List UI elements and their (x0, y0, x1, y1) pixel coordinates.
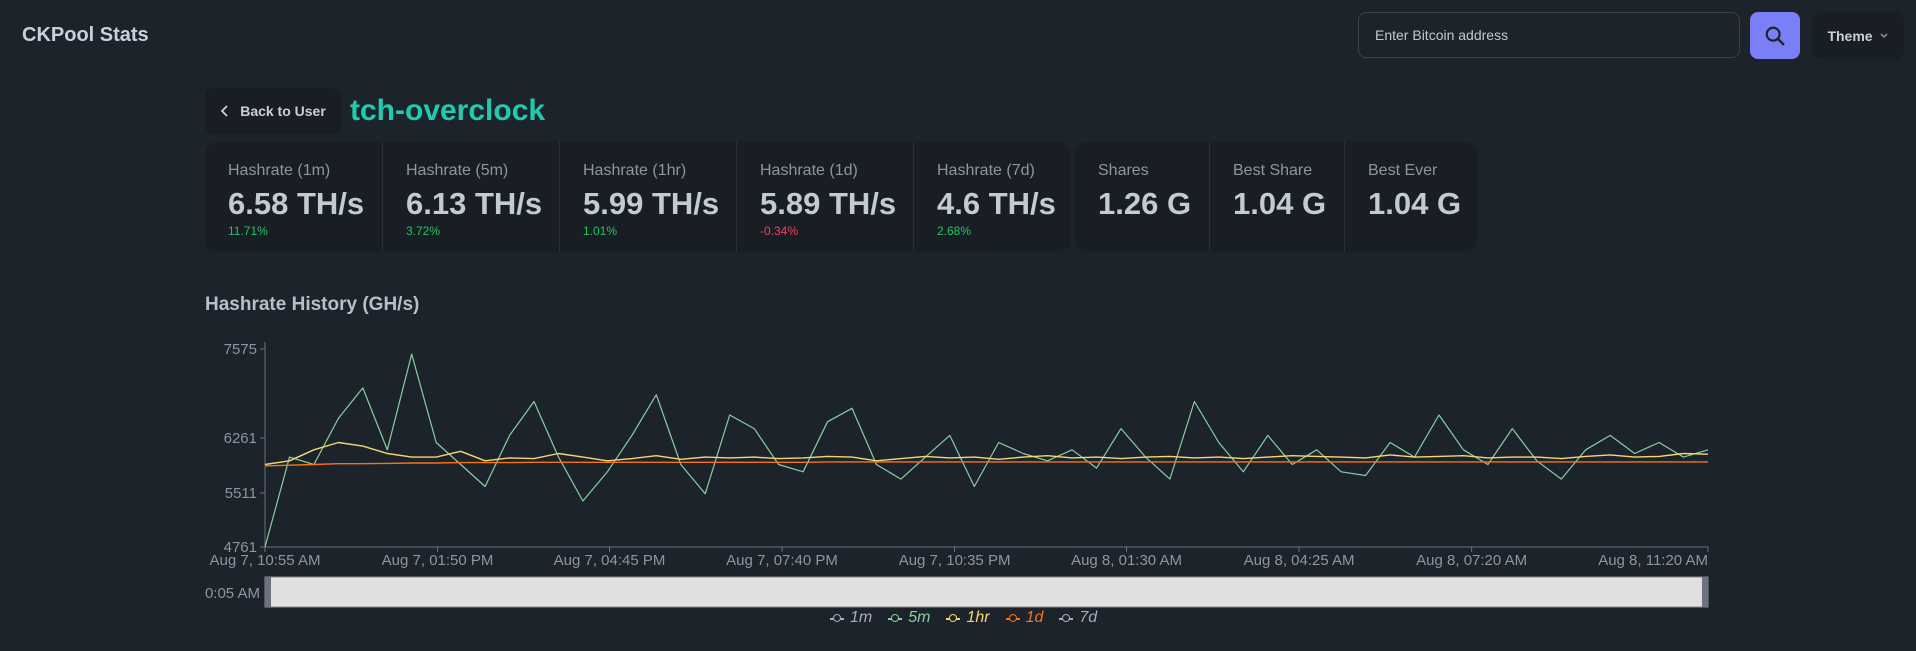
stat-value: 5.89 TH/s (760, 186, 897, 221)
legend-line-icon (1059, 613, 1074, 623)
stat-title: Hashrate (5m) (406, 162, 509, 179)
legend-item-1hr[interactable]: 1hr (946, 609, 990, 627)
worker-name: tch-overclock (350, 94, 546, 127)
stat-hashrate-1m: Hashrate (1m) 6.58 TH/s 11.71% (205, 142, 382, 252)
stat-change: 2.68% (937, 224, 972, 238)
legend-label: 1d (1025, 609, 1044, 626)
series-line-1d (264, 461, 1708, 467)
theme-label: Theme (1827, 27, 1873, 44)
y-tick-label: 7575 (224, 341, 257, 358)
stat-best-share: Best Share 1.04 G (1209, 142, 1344, 252)
legend-item-7d[interactable]: 7d (1059, 609, 1097, 627)
stat-title: Best Share (1233, 162, 1313, 179)
stat-value: 1.04 G (1233, 186, 1327, 221)
stat-change: 1.01% (583, 224, 618, 238)
stat-hashrate-7d: Hashrate (7d) 4.6 TH/s 2.68% (913, 142, 1070, 252)
legend-line-icon (888, 613, 903, 623)
brush[interactable]: 0:05 AM (205, 576, 1709, 608)
brush-label: 0:05 AM (205, 585, 260, 602)
stat-title: Shares (1098, 162, 1149, 179)
theme-dropdown[interactable]: Theme (1812, 12, 1904, 59)
x-tick-label: Aug 7, 04:45 PM (554, 552, 666, 569)
back-to-user-button[interactable]: Back to User (205, 88, 341, 134)
x-tick-label: Aug 7, 01:50 PM (382, 552, 494, 569)
legend-line-icon (946, 613, 961, 623)
stat-best-ever: Best Ever 1.04 G (1344, 142, 1477, 252)
legend-label: 7d (1079, 609, 1098, 626)
stat-hashrate-5m: Hashrate (5m) 6.13 TH/s 3.72% (382, 142, 559, 252)
legend-line-icon (1005, 613, 1020, 623)
navbar: CKPool Stats Theme (0, 0, 1916, 72)
stat-title: Hashrate (1d) (760, 162, 858, 179)
search-icon (1765, 26, 1785, 45)
brush-handle-left[interactable] (265, 577, 271, 607)
stat-shares: Shares 1.26 G (1075, 142, 1209, 252)
series-line-5m (264, 353, 1709, 548)
stat-hashrate-1hr: Hashrate (1hr) 5.99 TH/s 1.01% (559, 142, 736, 252)
legend-label: 5m (908, 609, 931, 626)
x-tick-label: Aug 8, 11:20 AM (1598, 552, 1708, 569)
chevron-left-icon (220, 105, 228, 117)
series-line-1hr (264, 441, 1709, 466)
legend-item-1d[interactable]: 1d (1005, 609, 1044, 627)
legend-label: 1hr (966, 609, 990, 626)
x-tick-label: Aug 7, 07:40 PM (726, 552, 838, 569)
stat-value: 6.58 TH/s (228, 186, 365, 221)
chevron-down-icon (1880, 32, 1888, 38)
y-tick-label: 6261 (224, 430, 257, 447)
x-tick-label: Aug 8, 07:20 AM (1416, 552, 1527, 569)
stat-title: Hashrate (1m) (228, 162, 331, 179)
stat-value: 1.26 G (1098, 186, 1192, 221)
hashrate-stats: Hashrate (1m) 6.58 TH/s 11.71% Hashrate … (205, 142, 1070, 252)
brush-handle-right[interactable] (1702, 577, 1708, 607)
stat-change: -0.34% (760, 224, 799, 238)
x-tick-label: Aug 8, 04:25 AM (1244, 552, 1355, 569)
brush-track[interactable] (264, 576, 1709, 608)
stat-title: Hashrate (1hr) (583, 162, 687, 179)
stat-change: 3.72% (406, 224, 441, 238)
share-stats: Shares 1.26 G Best Share 1.04 G Best Eve… (1075, 142, 1477, 252)
y-tick-label: 4761 (224, 539, 257, 556)
chart-title: Hashrate History (GH/s) (205, 294, 420, 315)
legend-item-5m[interactable]: 5m (888, 609, 930, 627)
app-title[interactable]: CKPool Stats (22, 24, 149, 46)
y-tick-label: 5511 (225, 485, 257, 502)
legend-line-icon (830, 613, 844, 623)
back-label: Back to User (240, 103, 326, 119)
stat-hashrate-1d: Hashrate (1d) 5.89 TH/s -0.34% (736, 142, 913, 252)
search-button[interactable] (1750, 12, 1800, 59)
stat-value: 6.13 TH/s (406, 186, 543, 221)
stat-change: 11.71% (228, 224, 268, 238)
stat-title: Best Ever (1368, 162, 1438, 179)
chart-legend: 1m 5m 1hr 1d 7d (830, 609, 1097, 627)
stat-value: 5.99 TH/s (583, 186, 720, 221)
x-tick-label: Aug 8, 01:30 AM (1071, 552, 1182, 569)
stat-value: 4.6 TH/s (937, 186, 1056, 221)
stat-value: 1.04 G (1368, 186, 1462, 221)
x-tick-label: Aug 7, 10:55 AM (210, 552, 321, 569)
stat-title: Hashrate (7d) (937, 162, 1035, 179)
search-input[interactable] (1358, 12, 1740, 58)
legend-item-1m[interactable]: 1m (830, 609, 872, 627)
legend-label: 1m (850, 609, 873, 626)
x-tick-label: Aug 7, 10:35 PM (899, 552, 1011, 569)
